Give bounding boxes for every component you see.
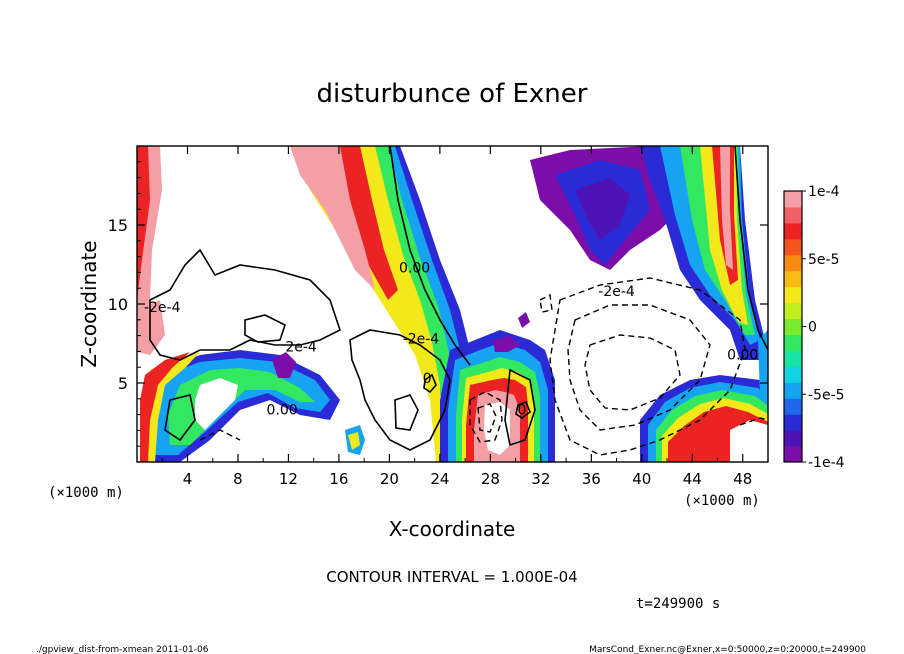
colorbar-swatch bbox=[784, 430, 802, 447]
x-axis-label: X-coordinate bbox=[389, 517, 516, 541]
x-unit-right: (×1000 m) bbox=[684, 493, 760, 509]
colorbar-tick-label: 0 bbox=[808, 320, 817, 336]
y-tick-label: 15 bbox=[108, 216, 128, 235]
time-text: t=249900 s bbox=[636, 596, 720, 612]
x-tick-label: 40 bbox=[632, 470, 651, 488]
colorbar-swatch bbox=[784, 414, 802, 431]
x-axis: 4 8 12 16 20 24 28 32 36 40 44 48 bbox=[161, 146, 752, 488]
x-tick-label: 32 bbox=[531, 470, 550, 488]
colorbar-swatch bbox=[784, 382, 802, 399]
colorbar-swatch bbox=[784, 334, 802, 351]
colorbar-tick-label: 5e-5 bbox=[808, 252, 839, 268]
chart-title: disturbunce of Exner bbox=[317, 79, 588, 109]
x-tick-label: 20 bbox=[380, 470, 399, 488]
contour-lines-dashed bbox=[199, 277, 768, 456]
colorbar-tick-label: -5e-5 bbox=[808, 387, 845, 403]
colorbar-swatch bbox=[784, 350, 802, 367]
x-tick-label: 12 bbox=[279, 470, 298, 488]
contour-label: -2e-4 bbox=[144, 300, 181, 316]
contour-interval-text: CONTOUR INTERVAL = 1.000E-04 bbox=[326, 568, 577, 586]
colorbar-swatch bbox=[784, 318, 802, 335]
contour-label: 0.00 bbox=[399, 260, 430, 276]
x-tick-label: 8 bbox=[233, 470, 243, 488]
colorbar-swatch bbox=[784, 286, 802, 304]
colorbar-swatch bbox=[784, 366, 802, 383]
contour-label: 0 bbox=[423, 371, 432, 387]
colorbar-tick-label: -1e-4 bbox=[808, 455, 845, 471]
x-tick-label: 44 bbox=[683, 470, 702, 488]
contour-lines-solid bbox=[149, 146, 768, 451]
x-tick-label: 16 bbox=[329, 470, 348, 488]
x-unit-left: (×1000 m) bbox=[48, 485, 124, 501]
contour-label: 0.00 bbox=[267, 403, 298, 419]
y-tick-label: 10 bbox=[108, 295, 128, 314]
contour-label: -2e-4 bbox=[598, 284, 635, 300]
colorbar-swatch bbox=[784, 254, 802, 272]
x-tick-label: 36 bbox=[582, 470, 601, 488]
x-tick-label: 48 bbox=[733, 470, 752, 488]
colorbar: 1e-4 5e-5 0 -5e-5 -1e-4 bbox=[783, 184, 845, 471]
x-tick-label: 28 bbox=[481, 470, 500, 488]
contour-label: 0.00 bbox=[727, 347, 758, 363]
colorbar-swatch bbox=[784, 270, 802, 288]
contour-labels: 0.00 -2e-4 -2e-4 -2e-4 2e-4 0.00 0.00 0 0 bbox=[144, 260, 758, 418]
footer-right: MarsCond_Exner.nc@Exner,x=0:50000,z=0:20… bbox=[589, 645, 866, 654]
y-axis-label: Z-coordinate bbox=[77, 240, 101, 367]
y-tick-label: 5 bbox=[118, 374, 128, 393]
colorbar-swatch bbox=[784, 446, 802, 463]
colorbar-tick-label: 1e-4 bbox=[808, 184, 840, 200]
x-tick-label: 24 bbox=[430, 470, 449, 488]
colorbar-swatch bbox=[784, 206, 802, 224]
colorbar-swatch bbox=[784, 191, 802, 208]
x-tick-label: 4 bbox=[183, 470, 193, 488]
contour-label: 0 bbox=[517, 403, 526, 419]
footer-left: ./gpview_dist-from-xmean 2011-01-06 bbox=[36, 645, 209, 654]
contour-label: 2e-4 bbox=[285, 339, 317, 355]
contour-label: -2e-4 bbox=[403, 332, 440, 348]
plot-area bbox=[137, 146, 768, 462]
colorbar-swatch bbox=[784, 302, 802, 320]
colorbar-swatch bbox=[784, 238, 802, 256]
colorbar-swatch bbox=[784, 222, 802, 240]
colorbar-swatch bbox=[784, 398, 802, 415]
y-axis: 5 10 15 bbox=[108, 161, 768, 447]
